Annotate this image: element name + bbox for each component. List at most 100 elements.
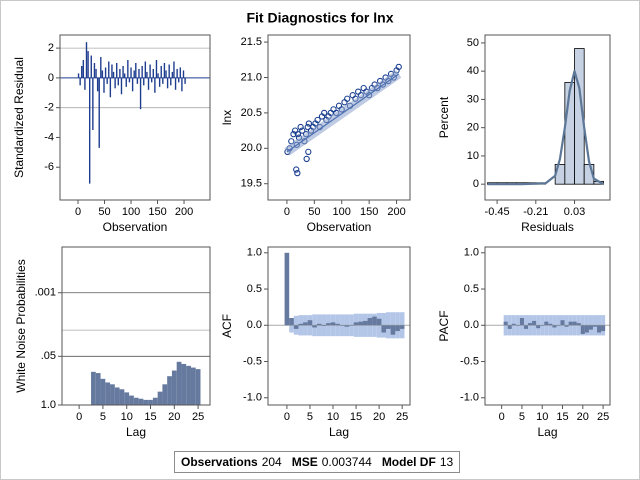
y-tick-label: 50 (467, 37, 479, 49)
y-tick-label: 1.0 (464, 247, 479, 259)
x-tick-label: 0 (284, 206, 290, 218)
x-tick-label: 0 (75, 206, 81, 218)
y-axis-label: Standardized Residual (12, 57, 26, 178)
bar (580, 325, 585, 334)
bar (284, 252, 290, 326)
x-axis-label: Lag (537, 425, 557, 439)
bar (376, 318, 382, 326)
bar (372, 316, 377, 326)
bar (171, 370, 177, 405)
bar (381, 325, 387, 333)
bar (576, 323, 581, 326)
point (290, 130, 297, 138)
y-tick-label: 0.5 (247, 283, 262, 295)
y-tick-label: -2 (44, 102, 54, 114)
bar (293, 325, 299, 329)
bar (190, 367, 196, 405)
y-tick-label: 30 (467, 93, 479, 105)
bar (540, 325, 545, 326)
bar (528, 323, 533, 326)
y-tick-label: 0 (473, 178, 479, 190)
x-tick-label: 25 (396, 411, 408, 423)
bar (181, 363, 187, 405)
bar (507, 325, 512, 329)
point (293, 166, 300, 173)
x-tick-label: 0.03 (564, 206, 585, 218)
y-tick-label: 19.5 (241, 178, 262, 190)
bar (349, 325, 354, 326)
x-tick-label: 150 (148, 206, 166, 218)
y-axis-label: lnx (220, 110, 234, 125)
bar (289, 318, 294, 326)
bar (330, 322, 336, 326)
x-tick-label: 20 (168, 411, 180, 423)
figure-title: Fit Diagnostics for lnx (246, 10, 393, 26)
y-tick-label: 1.0 (41, 399, 56, 411)
point (299, 127, 306, 134)
bar (91, 371, 96, 405)
y-tick-label: 0.0 (464, 319, 479, 331)
bar (100, 378, 106, 405)
bar (124, 392, 130, 405)
y-tick-label: 20.0 (241, 142, 262, 154)
y-tick-label: 10 (467, 150, 479, 162)
bar (133, 397, 139, 405)
x-tick-label: 50 (308, 206, 320, 218)
bar (138, 398, 144, 405)
y-tick-label: 20 (467, 122, 479, 134)
bar (312, 325, 317, 328)
x-tick-label: 5 (307, 411, 313, 423)
plot-frame (484, 34, 611, 201)
plot-frame (267, 246, 411, 406)
bar (367, 318, 373, 326)
x-axis-label: Lag (329, 425, 349, 439)
x-tick-label: 50 (98, 206, 110, 218)
x-axis-label: Observation (103, 220, 168, 234)
point (294, 130, 302, 138)
y-axis-label: PACF (437, 310, 451, 341)
bar (176, 361, 182, 405)
bar (186, 365, 191, 405)
bar (572, 321, 577, 326)
bar (601, 325, 606, 332)
footer-label: Observations (181, 455, 258, 469)
bar (195, 369, 201, 405)
x-tick-label: 10 (121, 411, 133, 423)
bar (110, 384, 115, 405)
bar (503, 321, 508, 326)
y-axis-label: White Noise Probabilities (14, 259, 28, 392)
x-tick-label: 15 (556, 411, 568, 423)
x-axis-label: Lag (126, 425, 146, 439)
bar (152, 397, 158, 405)
footer-label: Model DF (381, 455, 436, 469)
y-tick-label: .001 (35, 287, 56, 299)
bar (584, 325, 589, 333)
bar (167, 376, 172, 405)
bar (353, 322, 359, 326)
y-tick-label: 0.0 (247, 319, 262, 331)
y-axis-label: Percent (437, 96, 451, 138)
y-tick-label: -6 (44, 161, 54, 173)
x-tick-label: 5 (100, 411, 106, 423)
point (297, 123, 304, 131)
y-tick-label: 2 (48, 42, 54, 54)
bar (568, 321, 573, 326)
bar (564, 325, 569, 327)
bar (592, 325, 598, 327)
bar (316, 323, 322, 326)
x-tick-label: 15 (350, 411, 362, 423)
bar (326, 323, 331, 326)
x-tick-label: 0 (284, 411, 290, 423)
y-tick-label: 21.0 (241, 71, 262, 83)
point (305, 120, 312, 127)
y-tick-label: 20.5 (241, 107, 262, 119)
histogram-bar (574, 48, 585, 185)
plot-frame (61, 246, 211, 406)
footer-value: 204 (261, 455, 282, 469)
bar (395, 325, 400, 332)
x-tick-label: 100 (333, 206, 351, 218)
bar (335, 323, 340, 326)
bar (560, 320, 565, 326)
